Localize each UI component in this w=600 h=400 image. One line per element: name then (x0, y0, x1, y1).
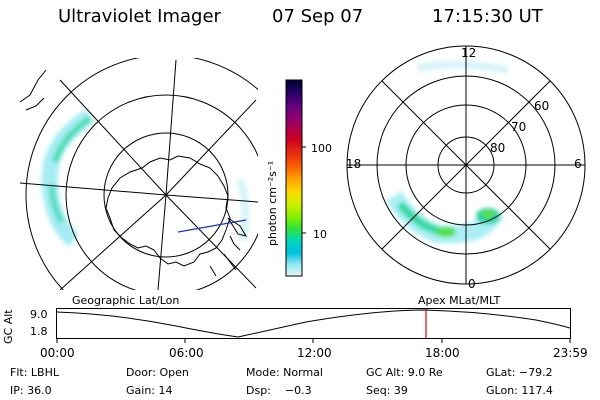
coastline-fragments (19, 69, 241, 277)
mlat-label-70: 70 (511, 120, 527, 134)
timeline-y-tick-max: 9.0 (30, 308, 48, 321)
timeline-frame (56, 308, 571, 339)
timeline-y-axis-label: GC Alt (2, 309, 15, 344)
colorbar-gradient (285, 79, 303, 277)
sequence-info: Seq: 39 (366, 384, 408, 397)
mode-info: Mode: Normal (246, 366, 323, 379)
geo-latitude-info: GLat: −79.2 (486, 366, 553, 379)
mlat-label-60: 60 (534, 99, 550, 113)
geo-meridians (19, 59, 258, 290)
satellite-track (177, 219, 247, 233)
colorbar-unit-label: photon cm⁻²s⁻¹ (266, 160, 279, 246)
timeline-x-tick-0600: 06:00 (169, 346, 204, 360)
geographic-map (19, 58, 258, 290)
mlt-label-12: 12 (461, 46, 477, 60)
timeline-x-tick-0000: 00:00 (40, 346, 75, 360)
mlt-label-6: 6 (574, 157, 582, 171)
dsp-info: Dsp: −0.3 (246, 384, 312, 397)
mlt-meridians (347, 46, 585, 284)
geo-latitude-circles (25, 58, 258, 290)
gain-info: Gain: 14 (126, 384, 173, 397)
colorbar (285, 79, 306, 277)
mlat-label-80: 80 (490, 141, 506, 155)
timeline-left-label: Geographic Lat/Lon (72, 294, 180, 307)
observation-date: 07 Sep 07 (272, 6, 364, 27)
door-info: Door: Open (126, 366, 189, 379)
timeline-right-label: Apex MLat/MLT (418, 294, 501, 307)
altitude-curve (56, 309, 571, 338)
mlt-label-18: 18 (346, 157, 362, 171)
mlt-label-0: 0 (468, 277, 476, 291)
timeline-x-tick-1200: 12:00 (297, 346, 332, 360)
magnetic-polar-map (346, 45, 586, 285)
orbit-timeline-plot (56, 308, 571, 343)
antarctica-outline (105, 155, 248, 267)
colorbar-tick-10: 10 (313, 228, 327, 241)
aurora-emission-mlt (386, 60, 509, 244)
aurora-emission-geo (41, 109, 250, 247)
timeline-x-tick-2359: 23:59 (553, 346, 588, 360)
ip-info: IP: 36.0 (10, 384, 52, 397)
filter-info: Flt: LBHL (10, 366, 59, 379)
timeline-ticks (56, 338, 571, 343)
instrument-title: Ultraviolet Imager (58, 6, 221, 27)
gc-altitude-info: GC Alt: 9.0 Re (366, 366, 443, 379)
timeline-y-tick-min: 1.8 (30, 325, 48, 338)
observation-time: 17:15:30 UT (432, 6, 543, 27)
timeline-x-tick-1800: 18:00 (425, 346, 460, 360)
geo-longitude-info: GLon: 117.4 (486, 384, 553, 397)
colorbar-tick-100: 100 (311, 142, 332, 155)
